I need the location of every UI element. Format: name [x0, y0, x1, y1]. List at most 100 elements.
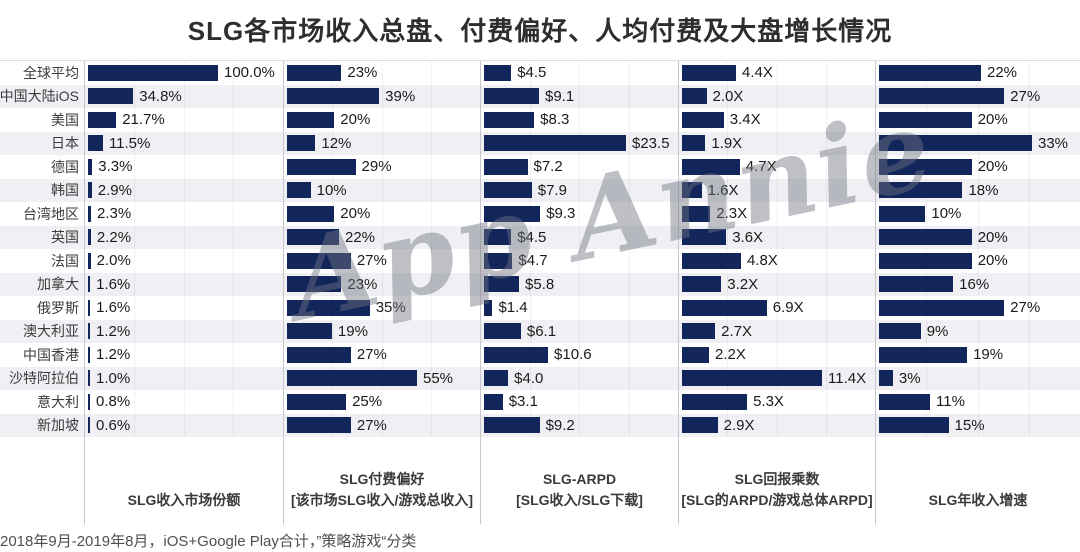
bar-cell: 1.9X	[678, 131, 875, 155]
bar-cell: 10%	[875, 202, 1080, 226]
bar	[682, 370, 822, 387]
bar-value-label: 27%	[356, 416, 387, 434]
bar	[88, 276, 91, 293]
bar	[484, 417, 540, 434]
bar	[88, 205, 91, 222]
chart-row: 意大利 0.8% 25% $3.1 5.3X 11%	[0, 390, 1080, 414]
bar-value-label: 20%	[340, 111, 371, 129]
chart-row: 俄罗斯 1.6% 35% $1.4 6.9X 27%	[0, 296, 1080, 320]
bar-value-label: 16%	[959, 275, 990, 293]
bar-cell: 11%	[875, 390, 1080, 414]
bar-cell: 20%	[875, 225, 1080, 249]
bar-value-label: 27%	[1010, 87, 1041, 105]
bar-value-label: 22%	[987, 64, 1018, 82]
bar-value-label: 20%	[340, 205, 371, 223]
market-label: 新加坡	[37, 417, 79, 434]
bar-cell: $6.1	[480, 319, 678, 343]
bar	[88, 370, 90, 387]
bar-value-label: 2.0X	[712, 87, 744, 105]
footer-spacer	[0, 437, 84, 524]
bar-cell: 22%	[283, 225, 480, 249]
bar	[287, 182, 311, 199]
bar	[287, 111, 335, 128]
bar-cell: 20%	[875, 155, 1080, 179]
bar-value-label: 5.3X	[753, 393, 784, 411]
bar-value-label: 3.6X	[732, 228, 764, 246]
bar	[88, 229, 91, 246]
bar	[287, 205, 335, 222]
bar	[484, 182, 532, 199]
bar-cell: 3%	[875, 366, 1080, 390]
series-name: SLG-ARPD	[542, 470, 617, 487]
market-label: 德国	[51, 158, 79, 175]
chart-row: 加拿大 1.6% 23% $5.8 3.2X 16%	[0, 272, 1080, 296]
bar	[287, 417, 351, 434]
bar-cell: 19%	[283, 319, 480, 343]
bar-cell: 5.3X	[678, 390, 875, 414]
bar-cell: 27%	[875, 84, 1080, 108]
bar-cell: 4.8X	[678, 249, 875, 273]
bar	[287, 88, 380, 105]
bar	[682, 135, 706, 152]
bar-cell: 55%	[283, 366, 480, 390]
bar	[879, 182, 963, 199]
bar	[682, 64, 737, 81]
series-sublabel: [SLG的ARPD/游戏总体ARPD]	[681, 492, 873, 509]
market-label: 沙特阿拉伯	[9, 370, 79, 387]
bar-cell: 33%	[875, 131, 1080, 155]
bar	[879, 205, 926, 222]
chart-row: 澳大利亚 1.2% 19% $6.1 2.7X 9%	[0, 319, 1080, 343]
bar-cell: 1.6%	[84, 272, 283, 296]
market-label: 韩国	[51, 182, 79, 199]
bar	[88, 299, 91, 316]
bar	[682, 158, 740, 175]
bar-value-label: 1.6%	[96, 299, 131, 317]
bar-value-label: 27%	[356, 252, 387, 270]
bar-value-label: 55%	[423, 369, 454, 387]
bar	[88, 135, 103, 152]
chart-row: 法国 2.0% 27% $4.7 4.8X 20%	[0, 249, 1080, 273]
bar	[287, 229, 339, 246]
bar-cell: 3.6X	[678, 225, 875, 249]
bar-cell: 25%	[283, 390, 480, 414]
bar-cell: $23.5	[480, 131, 678, 155]
bar-value-label: 4.7X	[745, 158, 777, 176]
market-label: 法国	[51, 252, 79, 269]
bar	[484, 299, 493, 316]
bar-cell: 27%	[283, 343, 480, 367]
bar-value-label: 18%	[968, 181, 999, 199]
bar	[682, 393, 748, 410]
bar-value-label: 2.9X	[723, 416, 755, 434]
bar-value-label: 27%	[356, 346, 387, 364]
bar-cell: 11.4X	[678, 366, 875, 390]
bar-cell: 20%	[283, 108, 480, 132]
bar	[879, 111, 972, 128]
bar-cell: 23%	[283, 61, 480, 85]
bar	[879, 393, 930, 410]
bar-value-label: 4.4X	[742, 64, 773, 82]
bar-value-label: 25%	[352, 393, 383, 411]
bar-value-label: $3.1	[508, 393, 538, 411]
bar	[682, 111, 724, 128]
bar	[484, 135, 626, 152]
market-label: 澳大利亚	[23, 323, 79, 340]
bar-value-label: 23%	[347, 275, 378, 293]
bar-cell: $1.4	[480, 296, 678, 320]
bar-value-label: 21.7%	[122, 111, 165, 129]
bar	[484, 111, 535, 128]
chart-title: SLG各市场收入总盘、付费偏好、人均付费及大盘增长情况	[187, 16, 893, 46]
bar-value-label: $7.2	[533, 158, 563, 176]
bar	[682, 417, 718, 434]
bar-cell: $4.5	[480, 225, 678, 249]
market-label: 英国	[51, 229, 79, 246]
bar-cell: 39%	[283, 84, 480, 108]
bar	[879, 346, 968, 363]
market-label: 全球平均	[23, 64, 79, 81]
bar-cell: 1.6X	[678, 178, 875, 202]
bar	[484, 323, 521, 340]
bar-value-label: 27%	[1010, 299, 1041, 317]
bar-value-label: 1.2%	[96, 322, 131, 340]
bar-value-label: 10%	[931, 205, 962, 223]
bar-cell: 9%	[875, 319, 1080, 343]
bar-value-label: 34.8%	[139, 87, 182, 105]
